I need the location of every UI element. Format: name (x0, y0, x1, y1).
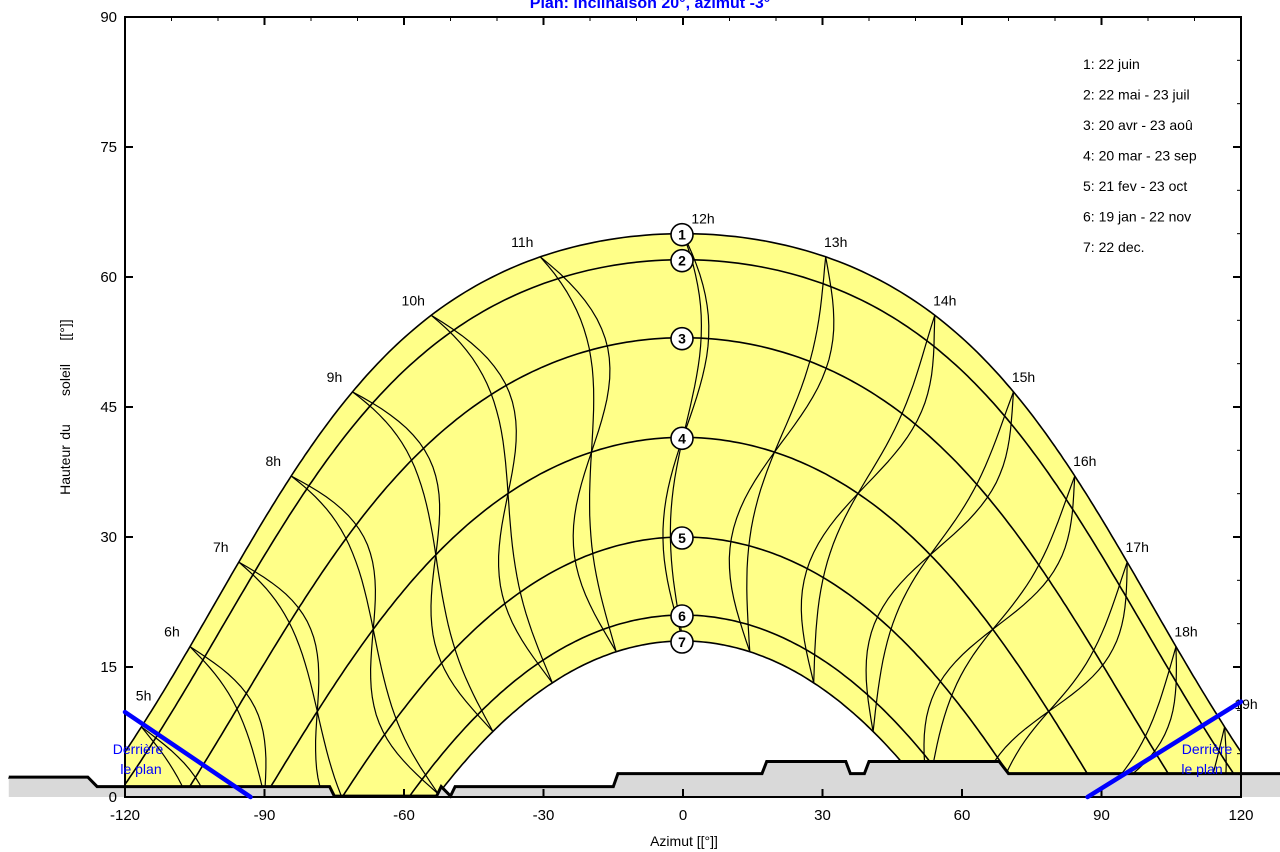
horizon-line (7, 760, 1280, 799)
sun-envelope (125, 233, 1241, 797)
behind-line-left (122, 709, 253, 800)
y-axis-title-word: soleil (57, 364, 73, 396)
y-tick-label: 45 (100, 399, 117, 416)
chart-title: Plan: inclinaison 20°, azimut -3° (530, 0, 770, 12)
day-marker-1 (670, 222, 694, 247)
x-axis-title: Azimut [[°]] (650, 833, 718, 849)
x-tick-label: 0 (679, 807, 687, 824)
x-tick-label: 60 (954, 807, 971, 824)
x-tick-labels: -120 -90 -60 -30 0 30 60 90 120 (110, 807, 1254, 824)
x-tick-label: -90 (254, 807, 276, 824)
y-axis-title: Hauteur du soleil [[°]] (57, 319, 73, 494)
x-tick-label: -30 (533, 807, 555, 824)
day-marker-label-5: 5 (678, 530, 686, 546)
day-marker-2 (670, 248, 694, 273)
y-axis-title-word: du (57, 424, 73, 440)
y-tick-label: 60 (100, 269, 117, 286)
legend-entry-4: 4: 20 mar - 23 sep (1083, 148, 1197, 164)
y-tick-label: 0 (109, 789, 117, 806)
hour-label-7h: 7h (213, 539, 229, 555)
day-marker-label-2: 2 (678, 253, 686, 269)
horizon-profile (7, 760, 1280, 799)
legend-entry-2: 2: 22 mai - 23 juil (1083, 87, 1190, 103)
plot-area (125, 232, 1241, 797)
day-marker-label-1: 1 (678, 227, 686, 243)
day-marker-label-7: 7 (678, 634, 686, 650)
day-marker-4 (670, 426, 694, 451)
legend-entry-1: 1: 22 juin (1083, 56, 1140, 72)
behind-label-right-2: le plan (1181, 761, 1222, 777)
legend-entry-7: 7: 22 dec. (1083, 239, 1145, 255)
hour-line-6h (189, 646, 266, 797)
legend: 1: 22 juin 2: 22 mai - 23 juil 3: 20 avr -… (1083, 56, 1197, 255)
hour-label-11h: 11h (511, 234, 533, 250)
behind-label-left-1: Derrière (113, 741, 164, 757)
day-marker-label-6: 6 (678, 608, 686, 624)
hour-label-5h: 5h (136, 687, 152, 703)
axis-ticks (124, 16, 1242, 798)
x-tick-label: 120 (1228, 807, 1253, 824)
x-tick-label: -120 (110, 807, 140, 824)
hour-label-6h: 6h (164, 624, 180, 640)
y-tick-label: 90 (100, 9, 117, 26)
day-marker-7 (670, 630, 694, 654)
y-tick-label: 30 (100, 529, 117, 546)
x-tick-label: 30 (814, 807, 831, 824)
behind-line-right (1085, 699, 1244, 800)
behind-plane-lines (122, 699, 1244, 800)
hour-label-17h: 17h (1126, 539, 1149, 555)
horizon-fill (8, 761, 1280, 797)
behind-label-left-2: le plan (120, 761, 161, 777)
hour-line-7h-return (238, 561, 325, 797)
y-axis-title-word: Hauteur (57, 445, 73, 495)
x-tick-label: -60 (393, 807, 415, 824)
hour-line-6h-return (189, 646, 267, 797)
legend-entry-6: 6: 19 jan - 22 nov (1083, 209, 1191, 225)
day-marker-label-3: 3 (678, 331, 686, 347)
y-tick-label: 75 (100, 139, 117, 156)
behind-label-right-1: Derrière (1182, 741, 1233, 757)
legend-entry-3: 3: 20 avr - 23 aoû (1083, 117, 1193, 133)
hour-label-15h: 15h (1012, 369, 1035, 385)
hour-label-9h: 9h (327, 369, 343, 385)
day-marker-6 (670, 604, 694, 628)
hour-label-10h: 10h (402, 292, 425, 308)
y-tick-label: 15 (100, 659, 117, 676)
hour-label-8h: 8h (265, 453, 281, 469)
behind-plane-labels: Derrière le plan Derrière le plan (113, 741, 1233, 777)
day-marker-3 (670, 326, 694, 351)
day-marker-5 (670, 526, 694, 550)
hour-label-13h: 13h (824, 234, 847, 250)
hour-label-12h: 12h (691, 211, 714, 227)
hour-label-18h: 18h (1174, 624, 1197, 640)
day-marker-label-4: 4 (678, 430, 686, 446)
x-tick-label: 90 (1093, 807, 1110, 824)
hour-label-14h: 14h (933, 292, 956, 308)
legend-entry-5: 5: 21 fev - 23 oct (1083, 178, 1187, 194)
hour-line-17h (996, 561, 1128, 797)
day-markers: 1 2 3 4 5 6 7 (670, 222, 694, 654)
y-tick-labels: 0 15 30 45 60 75 90 (100, 9, 117, 806)
hour-line-7h (238, 561, 343, 797)
hour-label-16h: 16h (1073, 453, 1096, 469)
y-axis-title-word: [[°]] (57, 319, 73, 340)
